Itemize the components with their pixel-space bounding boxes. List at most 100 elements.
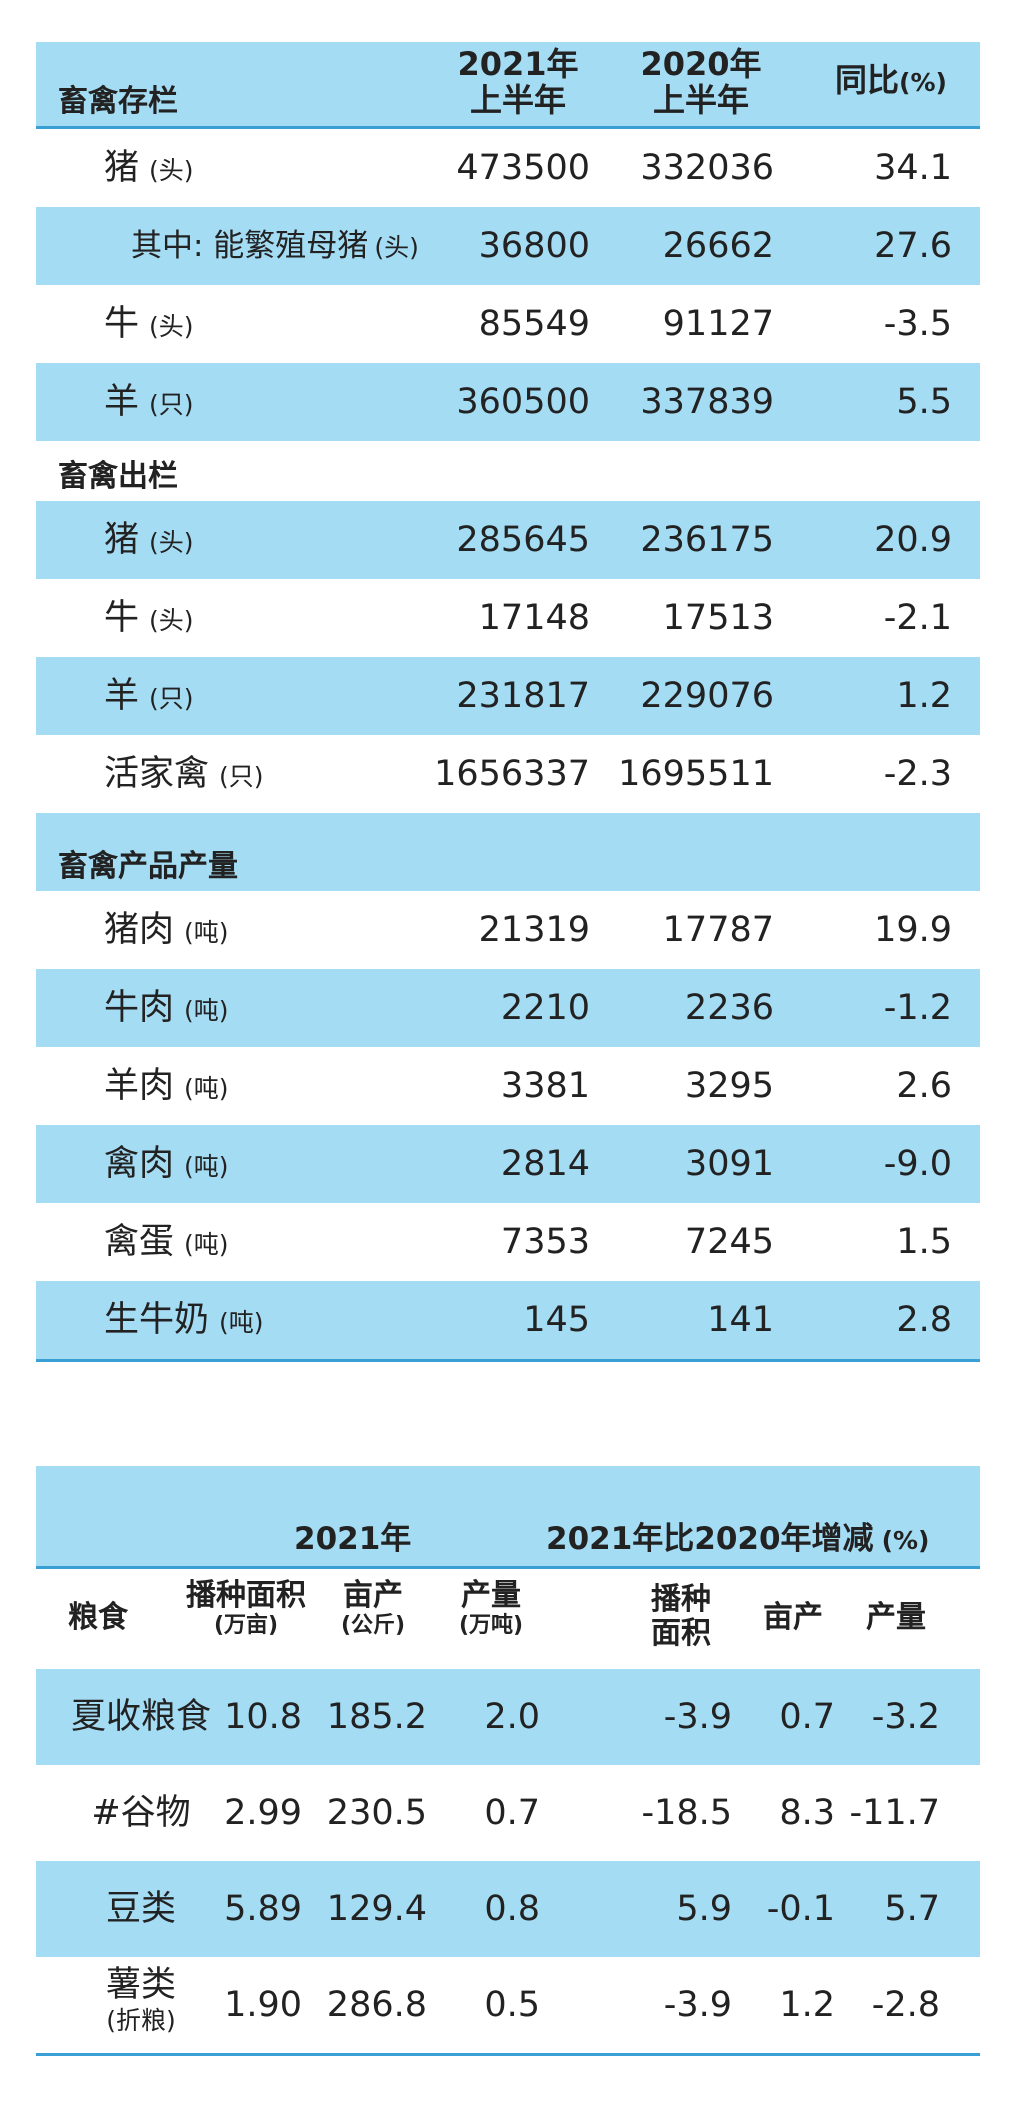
value-2021: 2814 xyxy=(500,1144,590,1184)
col-header-yoy: 同比(%) xyxy=(835,61,947,99)
row-label: 牛 xyxy=(104,598,140,638)
value-area-change: -18.5 xyxy=(641,1793,732,1833)
value-2020: 236175 xyxy=(640,520,774,560)
row-label: 活家禽 xyxy=(104,754,210,794)
value-yoy: 1.5 xyxy=(896,1222,952,1262)
value-2020: 91127 xyxy=(662,304,774,344)
row-unit: (吨) xyxy=(184,1230,229,1259)
col-area-change: 播种 面积 xyxy=(651,1582,711,1651)
section-title-products: 畜禽产品产量 xyxy=(58,849,238,884)
row-label: 禽蛋 xyxy=(104,1222,175,1262)
table-row: 禽肉 (吨) 2814 3091 -9.0 xyxy=(36,1125,980,1203)
value-yield-change: -0.1 xyxy=(766,1889,835,1929)
value-2020: 17787 xyxy=(662,910,774,950)
value-yield: 129.4 xyxy=(326,1889,427,1929)
row-label: 羊 xyxy=(104,676,140,716)
table-row: #谷物 2.99 230.5 0.7 -18.5 8.3 -11.7 xyxy=(36,1765,980,1861)
livestock-table: 畜禽存栏 2021年 上半年 2020年 上半年 同比(%) 猪 (头) 4735… xyxy=(36,42,980,1362)
row-label: 羊 xyxy=(104,382,140,422)
col-header-2020: 2020年 上半年 xyxy=(640,45,762,119)
livestock-header: 畜禽存栏 2021年 上半年 2020年 上半年 同比(%) xyxy=(36,42,980,129)
grain-header-top: 2021年 2021年比2020年增减 (%) xyxy=(36,1466,980,1569)
value-2020: 332036 xyxy=(640,148,774,188)
col-grain: 粮食 xyxy=(68,1600,128,1635)
value-2020: 337839 xyxy=(640,382,774,422)
row-label: 牛 xyxy=(104,304,140,344)
table-row: 牛肉 (吨) 2210 2236 -1.2 xyxy=(36,969,980,1047)
table-row: 活家禽 (只) 1656337 1695511 -2.3 xyxy=(36,735,980,813)
row-label: 猪 xyxy=(104,148,140,188)
row-label: 羊肉 xyxy=(104,1066,175,1106)
row-label: 猪肉 xyxy=(104,910,175,950)
value-yield: 230.5 xyxy=(326,1793,427,1833)
value-yield-change: 1.2 xyxy=(779,1985,835,2025)
value-yoy: 2.6 xyxy=(896,1066,952,1106)
col-yield-change: 亩产 xyxy=(763,1600,823,1635)
value-output-change: 5.7 xyxy=(884,1889,940,1929)
value-2021: 1656337 xyxy=(434,754,590,794)
grain-table: 2021年 2021年比2020年增减 (%) 粮食 播种面积 (万亩) 亩产 (… xyxy=(36,1466,980,2056)
value-output: 0.7 xyxy=(484,1793,540,1833)
row-label: 其中: 能繁殖母猪 xyxy=(131,228,369,264)
header-compare: 2021年比2020年增减 (%) xyxy=(546,1521,930,1557)
row-unit: (头) xyxy=(149,606,194,635)
table-row: 猪 (头) 473500 332036 34.1 xyxy=(36,129,980,207)
col-area: 播种面积 (万亩) xyxy=(186,1578,306,1639)
value-area-change: -3.9 xyxy=(663,1985,732,2025)
value-2020: 229076 xyxy=(640,676,774,716)
value-output: 0.5 xyxy=(484,1985,540,2025)
value-2021: 17148 xyxy=(478,598,590,638)
row-unit: (头) xyxy=(149,156,194,185)
row-label: 夏收粮食 xyxy=(70,1697,211,1737)
table-row: 豆类 5.89 129.4 0.8 5.9 -0.1 5.7 xyxy=(36,1861,980,1957)
value-2020: 1695511 xyxy=(618,754,774,794)
value-yield-change: 8.3 xyxy=(779,1793,835,1833)
col-header-2021: 2021年 上半年 xyxy=(457,45,579,119)
row-unit: (吨) xyxy=(184,1152,229,1181)
row-unit: (头) xyxy=(149,528,194,557)
table-row: 羊 (只) 231817 229076 1.2 xyxy=(36,657,980,735)
value-yoy: -2.3 xyxy=(883,754,952,794)
value-area-change: 5.9 xyxy=(676,1889,732,1929)
value-2020: 3295 xyxy=(684,1066,774,1106)
col-yield: 亩产 (公斤) xyxy=(340,1578,406,1639)
value-output: 0.8 xyxy=(484,1889,540,1929)
table-row: 牛 (头) 85549 91127 -3.5 xyxy=(36,285,980,363)
row-label: #谷物 xyxy=(91,1793,191,1833)
value-yoy: -3.5 xyxy=(883,304,952,344)
value-area: 5.89 xyxy=(224,1889,302,1929)
row-label: 猪 xyxy=(104,520,140,560)
table-row: 猪肉 (吨) 21319 17787 19.9 xyxy=(36,891,980,969)
value-2020: 17513 xyxy=(662,598,774,638)
header-2021: 2021年 xyxy=(294,1521,412,1557)
table-row: 夏收粮食 10.8 185.2 2.0 -3.9 0.7 -3.2 xyxy=(36,1669,980,1765)
row-unit: (只) xyxy=(219,762,264,791)
value-2021: 3381 xyxy=(500,1066,590,1106)
value-yoy: -9.0 xyxy=(883,1144,952,1184)
row-unit: (吨) xyxy=(219,1308,264,1337)
value-2021: 360500 xyxy=(456,382,590,422)
section-header-products: 畜禽产品产量 xyxy=(36,813,980,891)
value-area: 2.99 xyxy=(224,1793,302,1833)
table-row: 羊肉 (吨) 3381 3295 2.6 xyxy=(36,1047,980,1125)
table-row: 牛 (头) 17148 17513 -2.1 xyxy=(36,579,980,657)
row-label: 薯类 (折粮) xyxy=(105,1965,176,2035)
value-yoy: 34.1 xyxy=(874,148,952,188)
value-2021: 2210 xyxy=(500,988,590,1028)
value-yoy: 20.9 xyxy=(874,520,952,560)
col-output-change: 产量 xyxy=(866,1600,926,1635)
value-yoy: 27.6 xyxy=(874,226,952,266)
section-header-slaughter: 畜禽出栏 xyxy=(36,441,980,501)
value-yoy: 19.9 xyxy=(874,910,952,950)
section-title-stock: 畜禽存栏 xyxy=(58,84,178,119)
value-2020: 7245 xyxy=(684,1222,774,1262)
value-yoy: 1.2 xyxy=(896,676,952,716)
col-output: 产量 (万吨) xyxy=(458,1578,524,1639)
value-2021: 85549 xyxy=(478,304,590,344)
row-unit: (吨) xyxy=(184,1074,229,1103)
value-output-change: -11.7 xyxy=(849,1793,940,1833)
row-unit: (头) xyxy=(374,233,419,262)
table-row: 禽蛋 (吨) 7353 7245 1.5 xyxy=(36,1203,980,1281)
value-2021: 145 xyxy=(523,1300,590,1340)
value-yoy: 2.8 xyxy=(896,1300,952,1340)
